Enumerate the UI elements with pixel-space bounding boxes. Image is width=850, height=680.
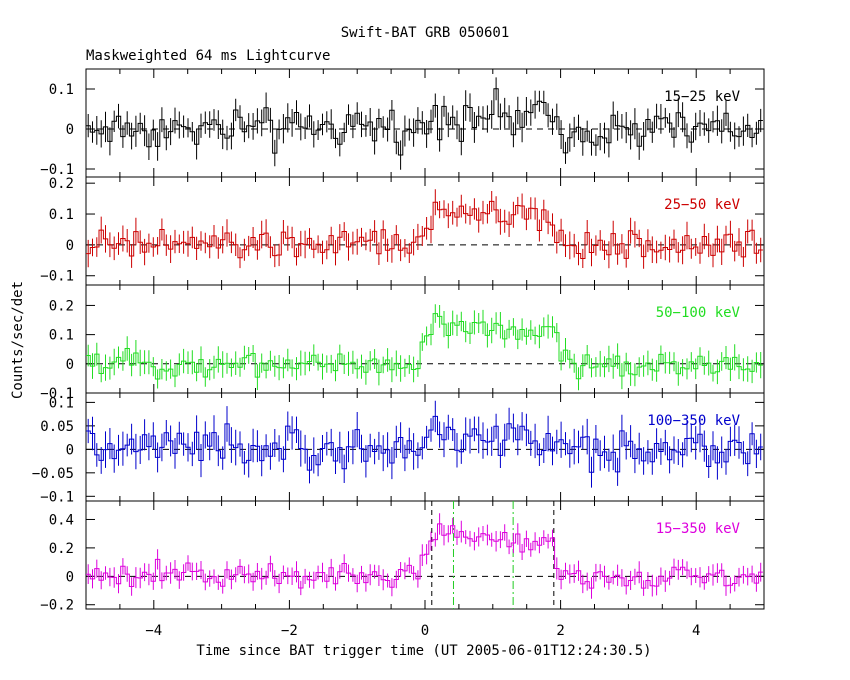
y-tick-label: −0.1 xyxy=(40,386,74,402)
series-line xyxy=(86,88,763,156)
y-tick-label: −0.1 xyxy=(40,269,74,285)
y-tick-label: 0.2 xyxy=(49,176,74,192)
y-tick-label: 0.1 xyxy=(49,328,74,344)
y-tick-label: −0.1 xyxy=(40,162,74,178)
band-label: 25−50 keV xyxy=(664,197,740,213)
panel-4: −0.1 −0.05 0 0.05 0.1 100−350 keV xyxy=(32,392,765,505)
x-tick-label: 4 xyxy=(692,623,700,639)
y-tick-label: 0 xyxy=(66,569,74,585)
x-tick-label: −2 xyxy=(281,623,298,639)
series-line xyxy=(86,313,763,380)
y-tick-label: −0.05 xyxy=(32,466,74,482)
band-label: 15−25 keV xyxy=(664,89,740,105)
series-line xyxy=(86,523,763,589)
series-line xyxy=(86,415,763,473)
panels-group: −0.100.1 15−25 keV−0.100.10.225−50 keV−0.… xyxy=(32,68,765,639)
panel-1: −0.1 0 0.1 15−25 keV xyxy=(40,68,765,178)
panel-3: −0.1 0 0.1 0.2 50−100 keV xyxy=(40,284,765,402)
panel-5: −0.2 0 0.2 0.4 15−350 keV −4 −2 0 2 4 xyxy=(40,500,765,639)
x-tick-label: 2 xyxy=(556,623,564,639)
y-tick-label: −0.2 xyxy=(40,598,74,614)
x-axis-label: Time since BAT trigger time (UT 2005-06-… xyxy=(196,643,651,659)
y-tick-label: 0 xyxy=(66,122,74,138)
y-tick-label: −0.1 xyxy=(40,489,74,505)
y-tick-label: 0.2 xyxy=(49,541,74,557)
y-tick-label: 0 xyxy=(66,442,74,458)
chart-title: Swift-BAT GRB 050601 xyxy=(341,25,510,41)
y-tick-label: 0.1 xyxy=(49,207,74,223)
y-tick-label: 0.1 xyxy=(49,395,74,411)
y-tick-label: 0.2 xyxy=(49,298,74,314)
x-tick-label: −4 xyxy=(145,623,162,639)
y-tick-label: 0 xyxy=(66,357,74,373)
y-axis-label: Counts/sec/det xyxy=(10,281,26,399)
panel-2: −0.1 0 0.1 0.2 25−50 keV xyxy=(40,176,765,286)
band-label: 15−350 keV xyxy=(656,521,741,537)
y-tick-label: 0 xyxy=(66,238,74,254)
x-tick-label: 0 xyxy=(421,623,429,639)
series-line xyxy=(86,200,763,259)
y-tick-label: 0.4 xyxy=(49,512,74,528)
band-label: 100−350 keV xyxy=(647,413,740,429)
y-tick-label: 0.05 xyxy=(40,419,74,435)
y-tick-label: 0.1 xyxy=(49,82,74,98)
chart-subtitle: Maskweighted 64 ms Lightcurve xyxy=(86,48,330,64)
band-label: 50−100 keV xyxy=(656,305,741,321)
